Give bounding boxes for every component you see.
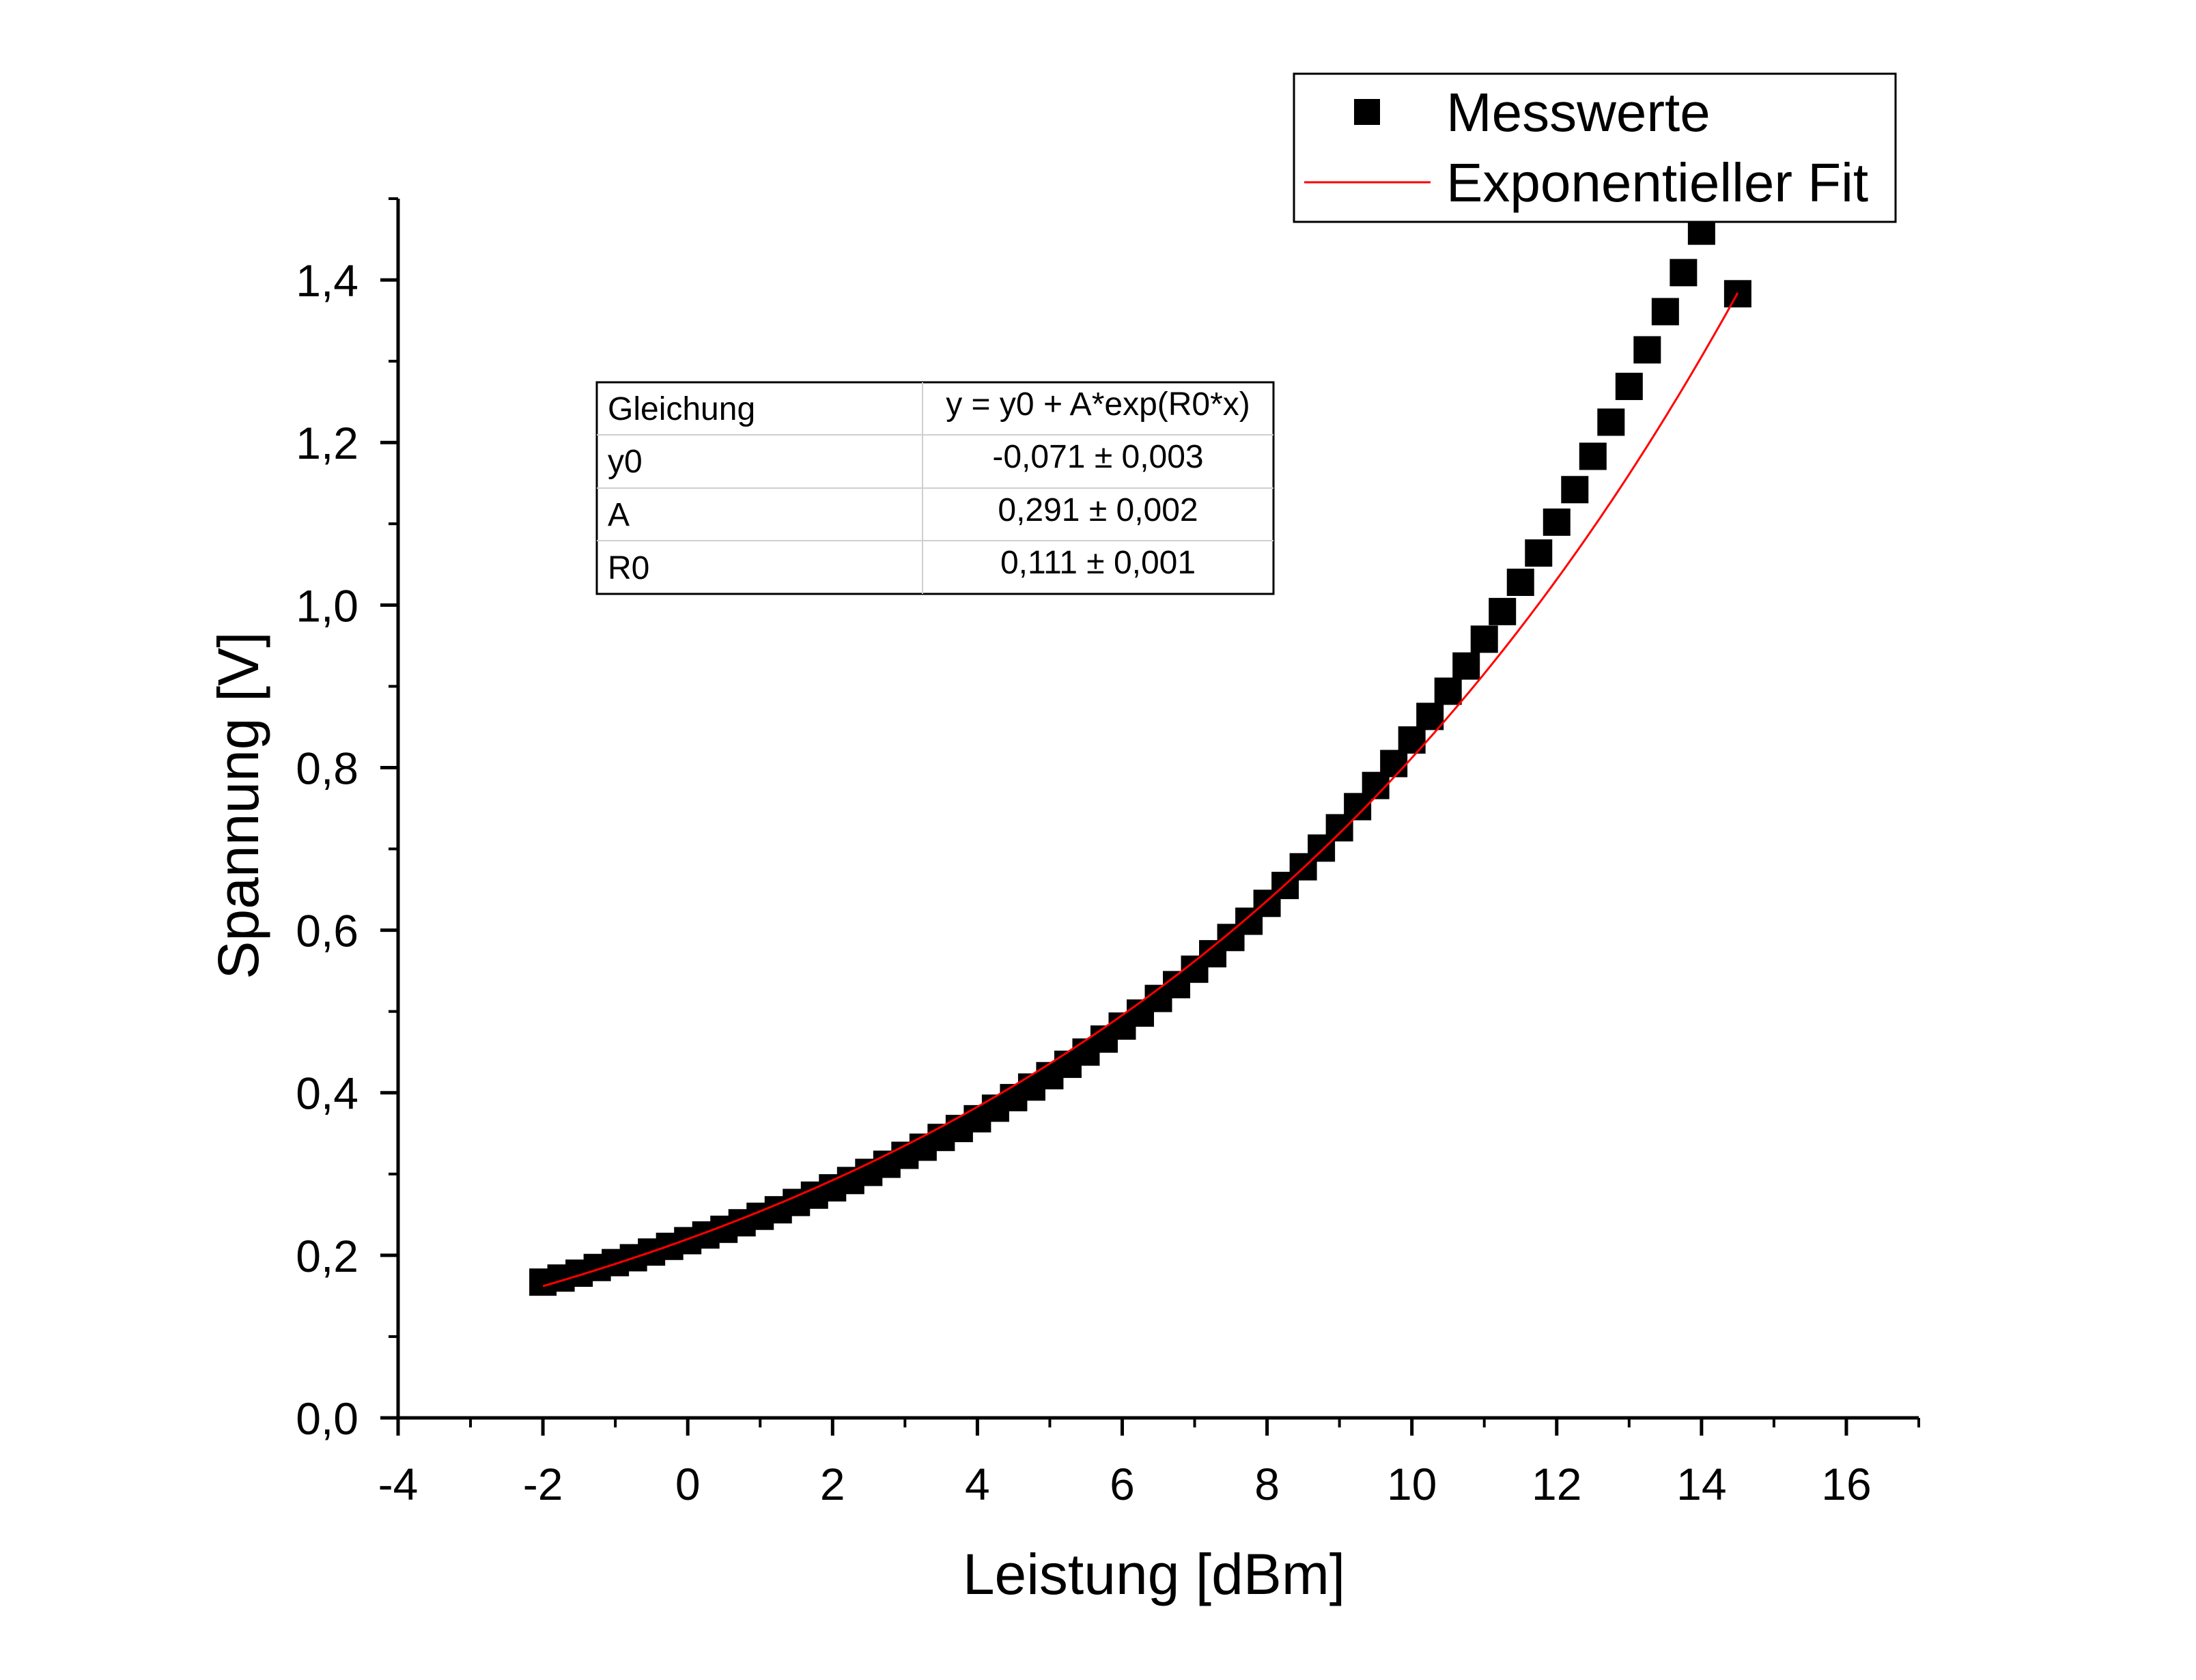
fit-table-cell: Gleichung [608,391,755,427]
y-tick-label: 0,2 [296,1231,358,1281]
y-tick-label: 0,4 [296,1068,358,1119]
fit-table-cell: R0 [608,550,649,586]
x-tick-label: 10 [1387,1459,1437,1509]
data-point [1470,625,1498,653]
x-tick-label: -2 [523,1459,563,1509]
fit-table-cell: A [608,497,630,533]
data-point [1579,442,1607,470]
data-point [1561,476,1589,504]
data-point [1506,568,1534,596]
data-point [1543,508,1571,536]
data-point [1597,408,1625,436]
x-tick-label: 6 [1110,1459,1135,1509]
y-tick-label: 1,4 [296,255,358,306]
fit-table-cell: 0,291 ± 0,002 [998,492,1198,528]
data-point [1651,298,1679,326]
y-tick-label: 0,0 [296,1393,358,1444]
fit-line [542,292,1739,1287]
x-tick-label: 12 [1532,1459,1581,1509]
y-axis-title: Spannung [V] [206,631,270,979]
data-point [1452,652,1480,680]
x-tick-label: 0 [675,1459,701,1509]
x-tick-label: 4 [965,1459,990,1509]
data-point [1525,539,1553,567]
legend-frame [1293,72,1897,223]
x-tick-label: 2 [820,1459,845,1509]
legend-label-messwerte: Messwerte [1446,82,1711,143]
data-points [529,217,1751,1296]
legend-label-fit: Exponentieller Fit [1446,152,1868,213]
y-tick-label: 0,8 [296,743,358,793]
data-point [1489,597,1517,625]
data-point [1615,373,1643,401]
legend-marker-messwerte [1354,99,1380,125]
data-point [1670,259,1698,287]
data-point [1380,750,1408,778]
fit-table-cell: -0,071 ± 0,003 [992,439,1203,475]
legend: Messwerte Exponentieller Fit [1293,72,1897,223]
y-tick-label: 1,2 [296,418,358,468]
data-point [1434,677,1462,705]
data-point [1398,726,1426,754]
y-tick-label: 0,6 [296,906,358,956]
fit-table-cell: y = y0 + A*exp(R0*x) [946,386,1250,423]
fit-result-table: Gleichung y = y0 + A*exp(R0*x) y0 -0,071… [595,381,1275,595]
data-point [1416,702,1444,730]
x-tick-label: 8 [1254,1459,1280,1509]
x-tick-label: 16 [1821,1459,1871,1509]
x-tick-label: 14 [1676,1459,1726,1509]
axes: -4 -2 0 2 4 6 8 10 12 14 16 0,0 0,2 0,4 0,6 0,8 1,0 1,2 1,… [296,197,1920,1509]
fit-table-cell: y0 [608,444,643,480]
x-axis-title: Leistung [dBm] [963,1542,1345,1606]
y-tick-label: 1,0 [296,580,358,631]
fit-table-cell: 0,111 ± 0,001 [1000,545,1196,581]
data-point [1633,336,1661,364]
x-tick-label: -4 [378,1459,419,1509]
